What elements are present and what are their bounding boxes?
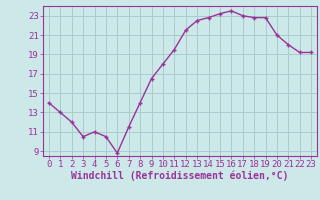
X-axis label: Windchill (Refroidissement éolien,°C): Windchill (Refroidissement éolien,°C)	[71, 171, 289, 181]
